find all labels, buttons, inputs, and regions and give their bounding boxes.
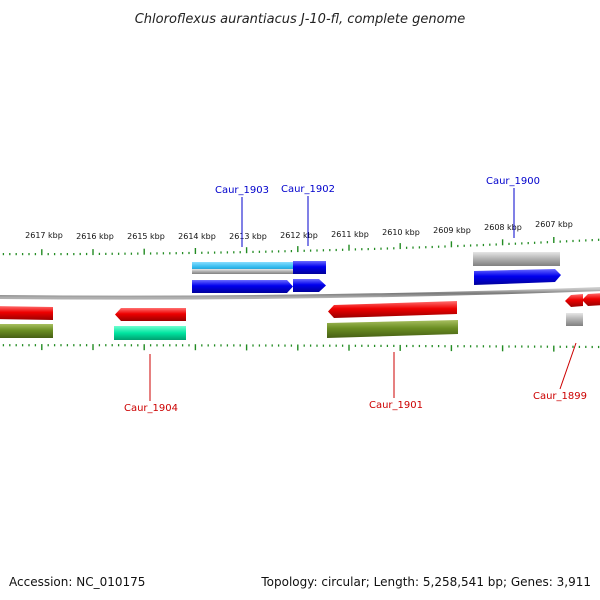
feature-left-edge-inner[interactable] — [0, 324, 53, 338]
tick-label-2616: 2616 kbp — [76, 232, 114, 241]
reverse-features — [0, 293, 600, 340]
upper-tick-ruler — [2, 237, 600, 256]
tick-label-2609: 2609 kbp — [433, 226, 471, 235]
gene-arrow-caur-1900[interactable] — [474, 269, 561, 285]
feature-caur-1902-outer[interactable] — [293, 261, 326, 274]
feature-caur-1904-inner[interactable] — [114, 326, 186, 340]
label-caur-1901[interactable]: Caur_1901 — [369, 400, 423, 411]
tick-label-2610: 2610 kbp — [382, 228, 420, 237]
feature-caur-1899-inner[interactable] — [566, 313, 583, 326]
accession-text: Accession: NC_010175 — [9, 575, 146, 589]
lower-tick-ruler — [2, 344, 600, 352]
label-caur-1900[interactable]: Caur_1900 — [486, 176, 540, 187]
genome-backbone — [0, 287, 600, 300]
genome-summary-text: Topology: circular; Length: 5,258,541 bp… — [261, 575, 591, 589]
tick-label-2617: 2617 kbp — [25, 231, 63, 240]
label-leaders — [149, 188, 577, 401]
feature-caur-1903-outer[interactable] — [192, 262, 293, 272]
leader-caur-1899 — [559, 342, 577, 390]
feature-caur-1903-outer-shadow — [192, 269, 293, 274]
label-caur-1903[interactable]: Caur_1903 — [215, 185, 269, 196]
gene-arrow-left-edge[interactable] — [0, 306, 53, 320]
gene-arrow-caur-1899[interactable] — [565, 294, 583, 307]
label-caur-1904[interactable]: Caur_1904 — [124, 403, 178, 414]
tick-labels: 2617 kbp 2616 kbp 2615 kbp 2614 kbp 2613… — [25, 220, 573, 241]
feature-caur-1900-outer[interactable] — [473, 252, 560, 266]
tick-label-2615: 2615 kbp — [127, 232, 165, 241]
gene-arrow-caur-1903[interactable] — [192, 280, 293, 293]
gene-arrow-caur-1904[interactable] — [115, 308, 186, 321]
forward-features — [192, 252, 561, 293]
gene-labels: Caur_1903 Caur_1902 Caur_1900 Caur_1904 … — [124, 176, 587, 414]
map-title: Chloroflexus aurantiacus J-10-fl, comple… — [135, 12, 466, 27]
tick-label-2607: 2607 kbp — [535, 220, 573, 229]
tick-label-2614: 2614 kbp — [178, 232, 216, 241]
feature-caur-1901-inner[interactable] — [327, 320, 458, 338]
tick-label-2612: 2612 kbp — [280, 231, 318, 240]
tick-label-2611: 2611 kbp — [331, 230, 369, 239]
tick-label-2608: 2608 kbp — [484, 223, 522, 232]
gene-arrow-caur-1902[interactable] — [293, 279, 326, 292]
tick-label-2613: 2613 kbp — [229, 232, 267, 241]
gene-arrow-right-edge[interactable] — [582, 293, 600, 306]
label-caur-1899[interactable]: Caur_1899 — [533, 391, 587, 402]
gene-arrow-caur-1901[interactable] — [328, 301, 457, 318]
label-caur-1902[interactable]: Caur_1902 — [281, 184, 335, 195]
